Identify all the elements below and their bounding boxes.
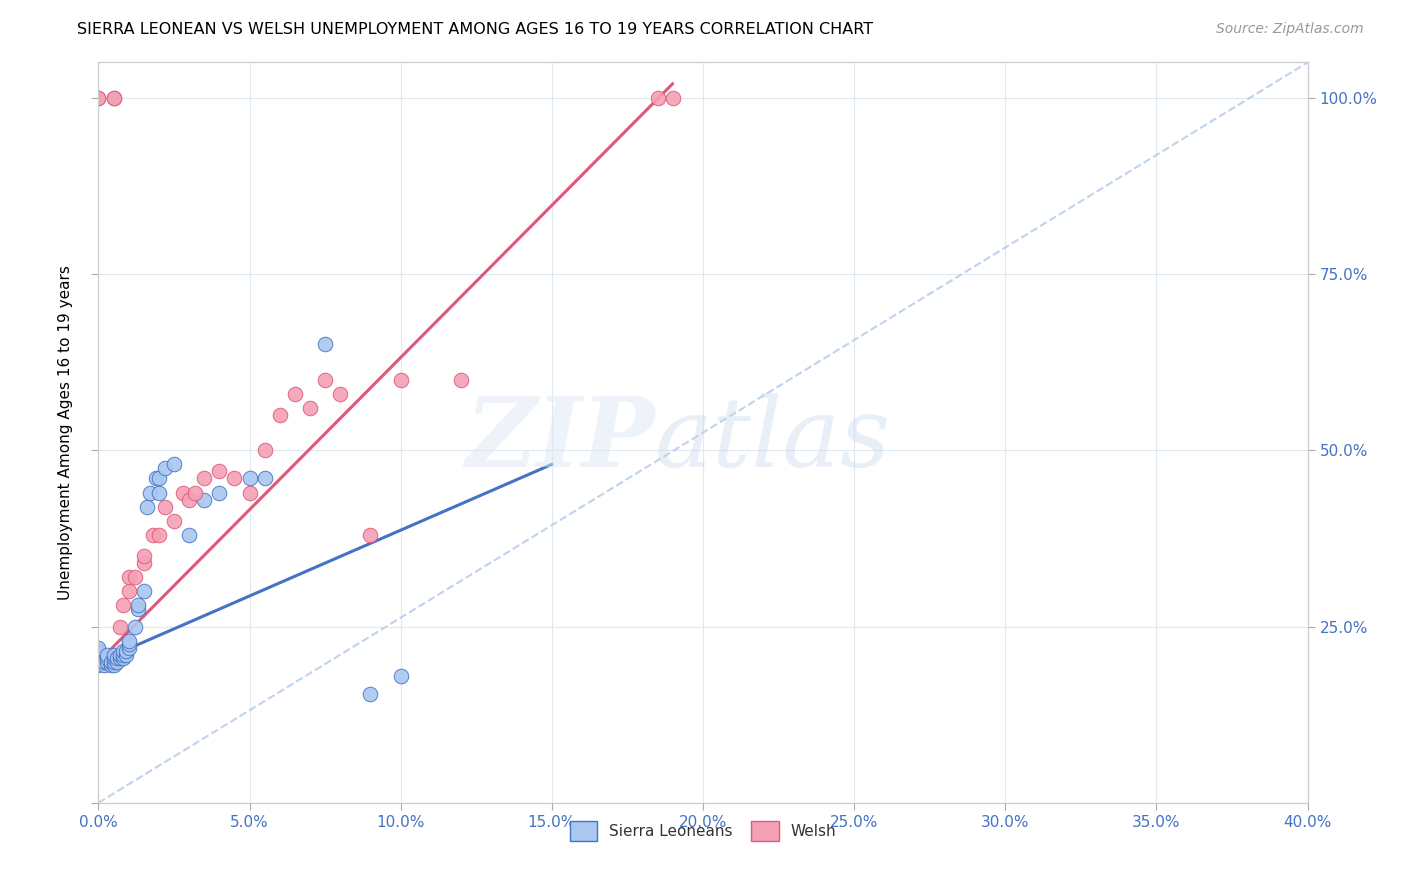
Text: atlas: atlas [655,393,891,487]
Point [93,658,115,673]
Point [193,492,215,507]
Point [87,658,110,673]
Point [179,492,201,507]
Text: Source: ZipAtlas.com: Source: ZipAtlas.com [1216,22,1364,37]
Point [96,648,118,662]
Point [360,528,382,542]
Point [118,633,141,648]
Point [208,464,231,478]
Point [87,648,110,662]
Point [239,485,262,500]
Point [389,669,412,683]
Point [142,528,165,542]
Point [87,91,110,105]
Point [124,619,146,633]
Point [145,471,167,485]
Point [87,655,110,669]
Point [100,655,122,669]
Point [105,651,128,665]
Point [96,655,118,669]
Point [299,401,322,415]
Point [111,599,134,613]
Point [87,644,110,658]
Point [661,91,683,105]
Point [108,651,131,665]
Point [93,655,115,669]
Point [127,602,149,616]
Point [114,644,136,658]
Point [87,651,110,665]
Point [100,658,122,673]
Point [111,644,134,658]
Point [163,458,186,472]
Point [224,471,246,485]
Point [253,471,276,485]
Point [450,373,472,387]
Point [153,461,176,475]
Legend: Sierra Leoneans, Welsh: Sierra Leoneans, Welsh [564,815,842,847]
Point [153,500,176,514]
Point [111,648,134,662]
Point [208,485,231,500]
Point [103,658,125,673]
Point [108,648,131,662]
Point [118,637,141,651]
Point [111,651,134,665]
Point [647,91,669,105]
Point [114,648,136,662]
Point [193,471,215,485]
Point [148,471,170,485]
Text: SIERRA LEONEAN VS WELSH UNEMPLOYMENT AMONG AGES 16 TO 19 YEARS CORRELATION CHART: SIERRA LEONEAN VS WELSH UNEMPLOYMENT AMO… [77,22,873,37]
Point [239,471,262,485]
Point [87,91,110,105]
Point [184,485,207,500]
Point [314,337,336,351]
Point [172,485,194,500]
Text: ZIP: ZIP [465,393,655,487]
Point [253,443,276,458]
Point [124,570,146,584]
Point [284,387,307,401]
Point [127,599,149,613]
Point [360,686,382,700]
Point [269,408,291,422]
Point [179,528,201,542]
Point [118,640,141,655]
Y-axis label: Unemployment Among Ages 16 to 19 years: Unemployment Among Ages 16 to 19 years [58,265,73,600]
Point [148,528,170,542]
Point [87,640,110,655]
Point [148,485,170,500]
Point [132,584,155,599]
Point [132,556,155,570]
Point [105,655,128,669]
Point [103,655,125,669]
Point [103,651,125,665]
Point [139,485,162,500]
Point [135,500,157,514]
Point [314,373,336,387]
Point [103,91,125,105]
Point [118,570,141,584]
Point [329,387,352,401]
Point [103,91,125,105]
Point [163,514,186,528]
Point [118,584,141,599]
Point [96,651,118,665]
Point [103,648,125,662]
Point [389,373,412,387]
Point [108,619,131,633]
Point [132,549,155,563]
